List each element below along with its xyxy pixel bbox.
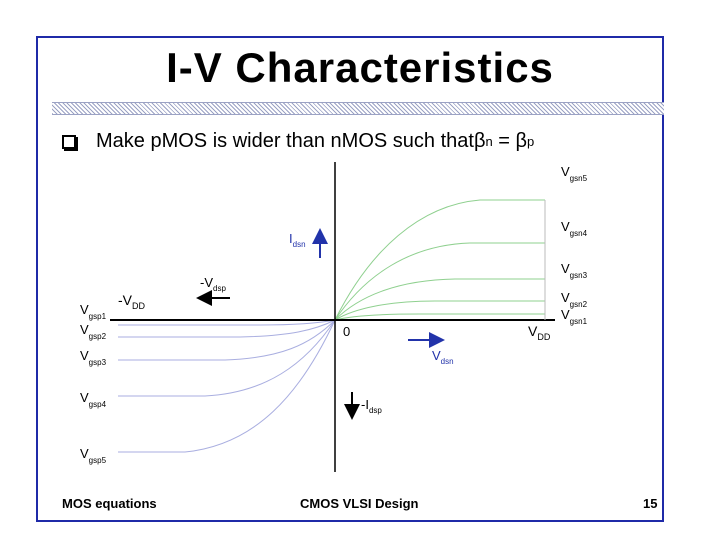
idsn-label: Idsn <box>289 231 306 249</box>
vgsp4-label: Vgsp4 <box>80 390 107 409</box>
slide-title: I-V Characteristics <box>166 44 554 91</box>
beta-symbol-n: β <box>473 130 486 152</box>
nmos-curve-4 <box>334 242 545 321</box>
nmos-curves <box>334 199 545 321</box>
vgsp2-label: Vgsp2 <box>80 322 107 341</box>
vdsp-label: -Vdsp <box>200 275 226 293</box>
beta-subscript-p: p <box>527 134 535 149</box>
vgsp1-label: Vgsp1 <box>80 302 107 321</box>
pmos-curve-5 <box>118 319 336 453</box>
vdsn-label: Vdsn <box>432 348 454 366</box>
pmos-curve-2 <box>118 319 336 338</box>
vgsp3-label: Vgsp3 <box>80 348 107 367</box>
vgsp5-label: Vgsp5 <box>80 446 107 465</box>
vdd-neg-label: -VDD <box>118 292 145 311</box>
idsp-label: -Idsp <box>361 397 382 415</box>
pmos-curve-4 <box>118 319 336 397</box>
bullet-point: Make pMOS is wider than nMOS such that β… <box>62 130 534 153</box>
vgsn4-label: Vgsn4 <box>561 219 588 238</box>
checkbox-bullet-icon <box>62 134 78 151</box>
vgsn1-label: Vgsn1 <box>561 307 588 326</box>
vdd-pos-label: VDD <box>528 323 551 342</box>
equals-sign: = <box>492 130 516 152</box>
origin-label: 0 <box>343 324 350 339</box>
beta-symbol-p: β <box>515 130 527 152</box>
nmos-curve-3 <box>334 278 545 321</box>
page-number: 15 <box>643 496 658 511</box>
footer-section-label: MOS equations <box>62 496 157 511</box>
beta-subscript-n: n <box>485 134 493 149</box>
nmos-curve-1 <box>334 313 545 321</box>
vgsn3-label: Vgsn3 <box>561 261 588 280</box>
footer-course-title: CMOS VLSI Design <box>300 496 419 511</box>
pmos-curve-3 <box>118 319 336 361</box>
slide-frame <box>36 36 664 522</box>
bullet-text: Make pMOS is wider than nMOS such that <box>96 130 474 152</box>
nmos-curve-2 <box>334 300 545 321</box>
vgsn5-label: Vgsn5 <box>561 164 588 183</box>
pmos-curves <box>118 319 336 453</box>
title-divider <box>52 102 664 115</box>
vgsn2-label: Vgsn2 <box>561 290 588 309</box>
nmos-curve-5 <box>334 199 545 321</box>
